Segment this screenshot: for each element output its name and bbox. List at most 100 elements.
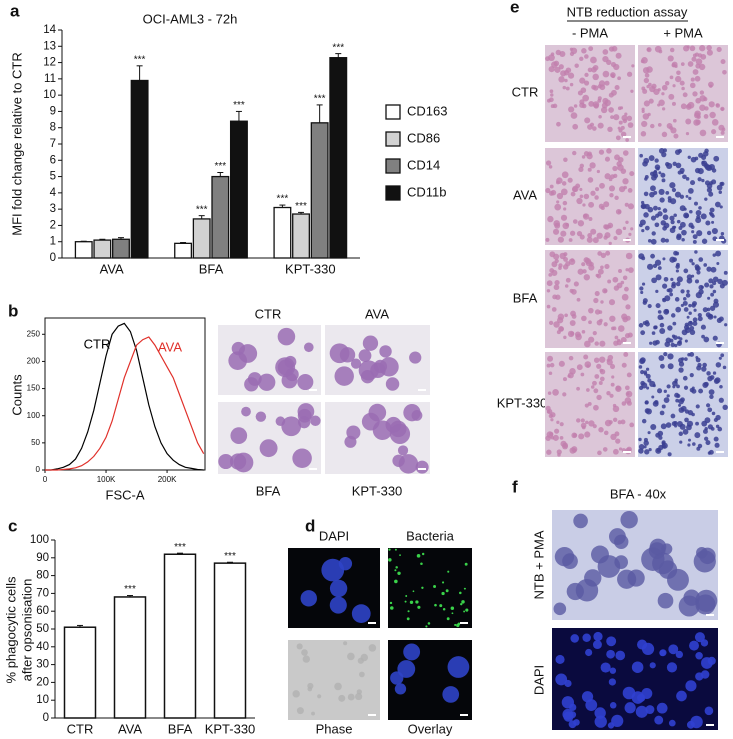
cell [666,384,671,389]
bar [112,238,130,259]
cell [707,313,714,320]
cell [311,711,315,716]
cell [259,439,278,458]
cell [647,112,651,117]
cell [713,436,719,442]
cell [343,641,348,646]
cell [624,333,631,339]
cell [660,423,667,430]
cell [630,89,634,93]
legend-label: AVA [158,339,182,354]
cell [658,444,664,451]
cell [715,362,722,368]
cell [689,258,694,263]
cell [612,276,619,283]
cell [620,336,627,344]
cell [641,228,645,233]
panel-title: NTB reduction assay [567,4,688,19]
cell [310,415,321,427]
cell [574,63,579,68]
cell [711,411,716,416]
cell [696,114,701,119]
cell [631,64,635,68]
y-tick-label: 90 [36,552,49,564]
cell [703,336,710,343]
cell [416,554,421,558]
cell [643,370,648,375]
cell [673,133,679,139]
cell [657,314,663,321]
cell [689,352,695,357]
cell [600,265,604,270]
y-tick-label: 100 [30,534,49,546]
cell [439,604,443,608]
cell [672,385,676,389]
y-tick-label: 1 [50,236,56,248]
cell [338,694,346,702]
cell [663,352,668,357]
cell [702,307,708,313]
cell [669,47,675,53]
cell [670,220,675,225]
significance: *** [134,54,146,65]
y-tick-label: 250 [27,329,41,338]
cell [666,394,670,398]
cell [718,124,725,131]
cell [442,686,460,703]
cell [657,207,661,211]
cell [562,85,567,90]
legend-swatch [385,131,401,147]
cell [704,417,711,424]
cell [646,263,654,270]
cell [700,54,707,60]
cell [556,200,560,204]
cell [657,88,661,92]
cell [584,257,591,265]
cell [713,155,720,162]
cell [683,297,687,301]
y-tick-label: 8 [50,122,56,134]
cell [546,449,552,455]
cell [678,595,700,617]
cell [647,239,652,243]
cell [682,174,687,180]
cell [585,420,589,425]
cell [675,269,679,273]
cell [420,562,423,566]
cell [385,377,400,391]
cell [360,370,375,384]
cell [664,295,671,302]
cell [685,680,697,692]
cell [570,634,579,643]
cell [388,548,391,551]
cell [684,339,688,343]
cell [669,292,674,297]
cell [622,275,628,280]
cell [706,49,713,56]
cell [627,203,635,210]
cell [709,212,714,217]
cell [629,422,635,428]
legend-label: CD14 [407,157,440,172]
bar [310,122,329,259]
cell [695,652,703,660]
cell [672,84,676,88]
cell [547,215,554,223]
cell [706,45,712,51]
cell [379,345,392,358]
cell [351,604,371,623]
cell [670,277,674,281]
cell [678,357,684,364]
cell [604,80,610,86]
cell [644,73,650,78]
cell [545,56,550,62]
cell [709,207,715,213]
y-tick-label: 60 [36,605,49,617]
cell [461,600,465,604]
cell [281,372,298,389]
cell [602,49,609,55]
y-tick-label: 10 [43,89,56,101]
cell [647,431,651,435]
cell [614,84,620,91]
